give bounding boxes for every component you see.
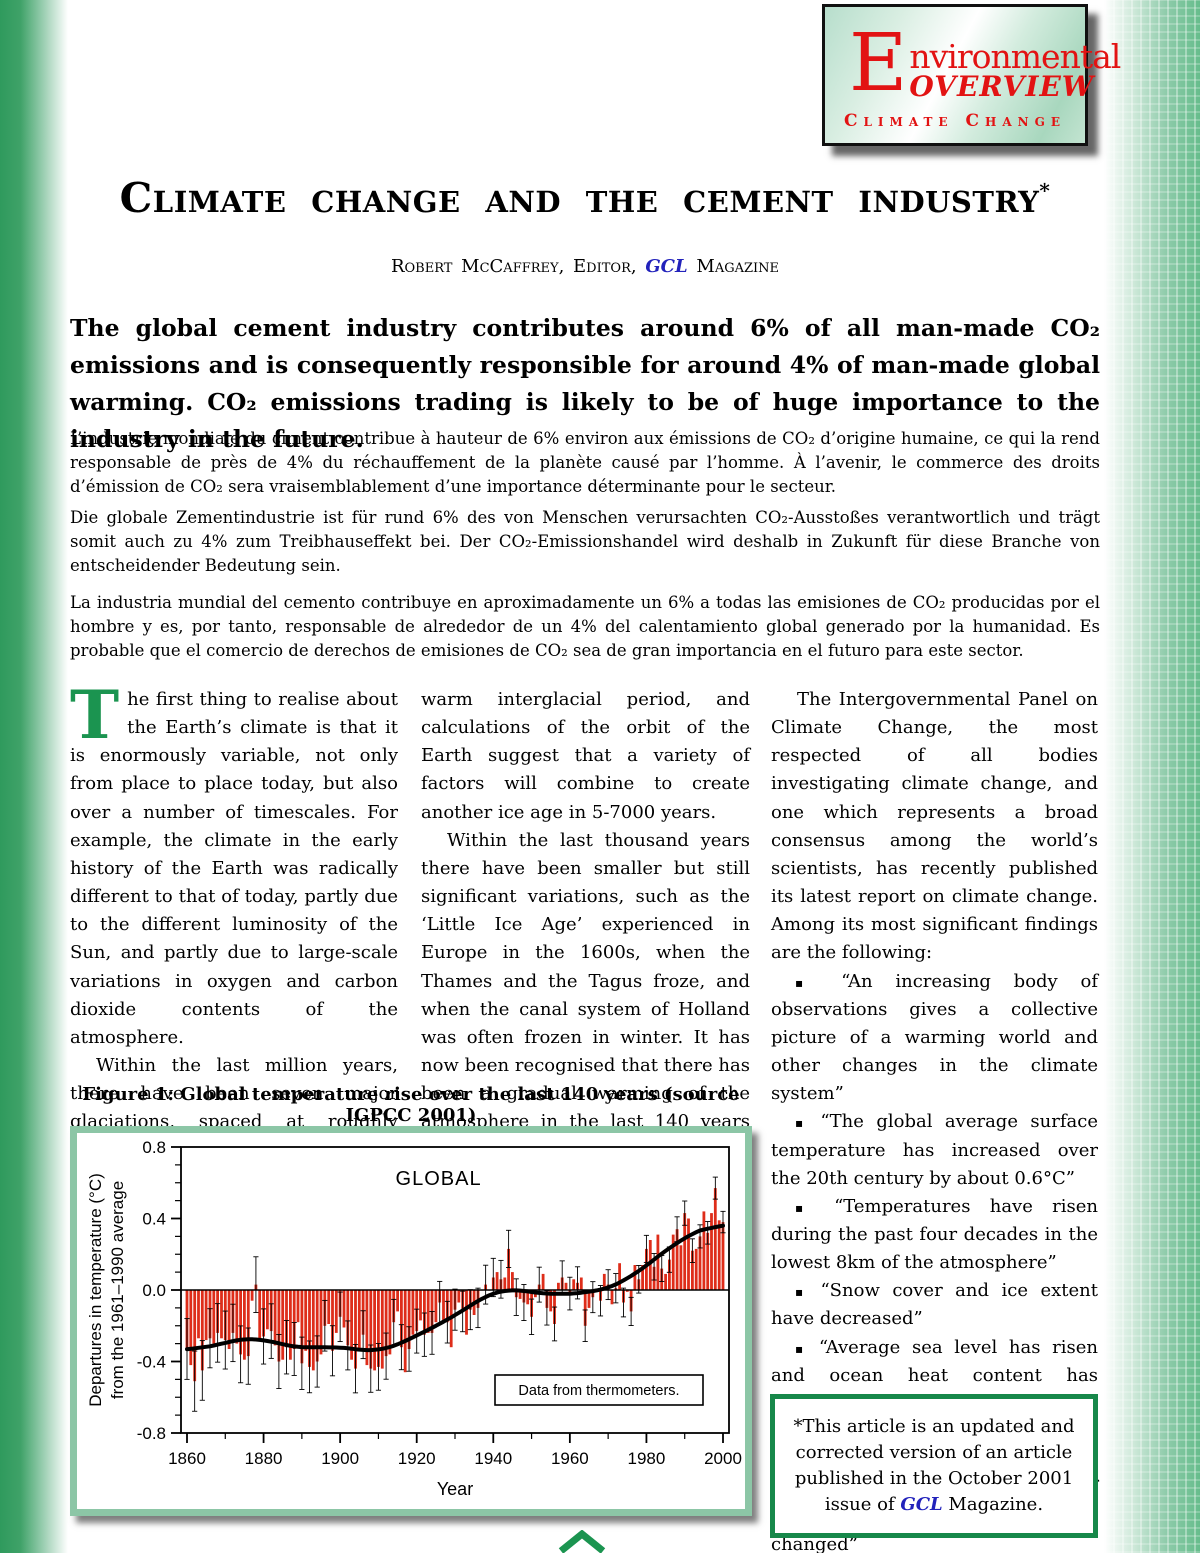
footnote-brand: GCL	[900, 1494, 943, 1516]
svg-text:Year: Year	[437, 1479, 473, 1499]
body-paragraph: warm interglacial period, and calculatio…	[421, 689, 750, 823]
masthead-initial: E	[849, 16, 908, 109]
svg-text:0.0: 0.0	[142, 1281, 166, 1300]
page-title-text: Climate change and the cement industry	[119, 174, 1040, 222]
masthead-brand-rest: nvironmental	[909, 37, 1121, 76]
svg-text:1920: 1920	[398, 1449, 436, 1468]
drop-cap: T	[70, 676, 120, 754]
abstract-spanish: La industria mundial del cemento contrib…	[70, 593, 1100, 660]
finding-bullet: “Snow cover and ice extent have decrease…	[771, 1277, 1098, 1333]
byline-brand: GCL	[645, 256, 688, 277]
svg-text:Data from thermometers.: Data from thermometers.	[518, 1383, 679, 1399]
abstract-german: Die globale Zementindustrie ist für rund…	[70, 508, 1100, 575]
masthead-logo: E nvironmental OVERVIEW Climate Change	[822, 4, 1121, 146]
footnote-text: *This article is an updated and correcte…	[793, 1416, 1075, 1516]
svg-text:from the 1961–1990 average: from the 1961–1990 average	[108, 1181, 127, 1399]
finding-bullet: “Temperatures have risen during the past…	[771, 1193, 1098, 1277]
byline-author: Robert McCaffrey, Editor,	[390, 256, 646, 277]
svg-text:1880: 1880	[245, 1449, 283, 1468]
svg-text:-0.8: -0.8	[137, 1424, 166, 1443]
body-text: he first thing to realise about the Eart…	[70, 689, 398, 1048]
byline: Robert McCaffrey, Editor, GCL Magazine	[70, 256, 1100, 277]
svg-text:-0.4: -0.4	[137, 1353, 166, 1372]
masthead-topic: Climate Change	[843, 111, 1067, 131]
svg-text:Departures in temperature (°C): Departures in temperature (°C)	[86, 1173, 105, 1407]
masthead-brand-sub: OVERVIEW	[909, 70, 1095, 104]
right-gradient-border	[1104, 0, 1200, 1553]
footnote-suffix: Magazine.	[942, 1494, 1044, 1516]
footnote-box: *This article is an updated and correcte…	[770, 1394, 1098, 1539]
svg-text:2000: 2000	[704, 1449, 742, 1468]
svg-text:0.4: 0.4	[142, 1210, 166, 1229]
finding-bullet: “The global average surface temperature …	[771, 1108, 1098, 1192]
svg-text:0.8: 0.8	[142, 1138, 166, 1157]
body-column-2: warm interglacial period, and calculatio…	[421, 686, 750, 1165]
figure-1-chart: 0.8 0.4 0.0 -0.4 -0.8 1860 1880 1900 1920 1940 196…	[70, 1126, 752, 1516]
masthead-brand: E nvironmental OVERVIEW	[849, 16, 1121, 109]
figure-caption: Figure 1: Global temperature rise over t…	[82, 1084, 740, 1126]
body-paragraph: The Intergovernmental Panel on Climate C…	[771, 689, 1098, 964]
svg-text:1860: 1860	[168, 1449, 206, 1468]
standfirst-paragraph: The global cement industry contributes a…	[70, 314, 1100, 453]
left-gradient-border	[0, 0, 68, 1553]
byline-suffix: Magazine	[687, 256, 780, 277]
title-footnote-mark: *	[1039, 178, 1051, 203]
svg-text:GLOBAL: GLOBAL	[396, 1168, 482, 1190]
page-title: Climate change and the cement industry*	[70, 174, 1100, 222]
body-paragraph: Within the last thousand years there hav…	[421, 829, 750, 1161]
finding-bullet: “An increasing body of observations give…	[771, 968, 1098, 1109]
svg-text:1900: 1900	[321, 1449, 359, 1468]
svg-text:1940: 1940	[474, 1449, 512, 1468]
svg-text:1980: 1980	[628, 1449, 666, 1468]
page-continues-chevron	[558, 1530, 606, 1553]
abstract-french: L’industrie mondiale du ciment contribue…	[70, 429, 1100, 496]
svg-text:1960: 1960	[551, 1449, 589, 1468]
